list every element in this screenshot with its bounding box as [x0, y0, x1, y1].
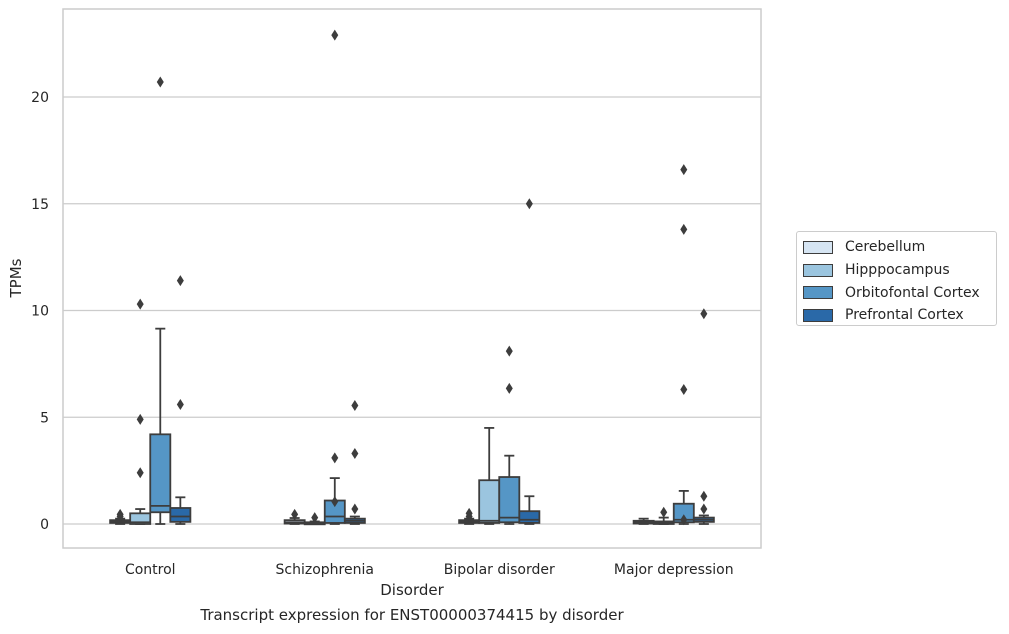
outlier-point [116, 508, 124, 520]
y-tick-label: 10 [31, 304, 49, 320]
legend-label-cerebellum: Cerebellum [845, 239, 926, 256]
box-group [458, 507, 481, 525]
legend-swatch-orbitofrontal-cortex [803, 286, 833, 300]
box-group [692, 308, 715, 525]
outlier-point [700, 308, 708, 320]
outlier-point [176, 398, 184, 410]
x-axis-label: Disorder [380, 581, 444, 599]
box-group [518, 198, 541, 525]
box-group [672, 164, 695, 526]
x-tick-label: Major depression [614, 562, 734, 578]
y-axis-ticks: 0 5 10 15 20 [31, 90, 49, 533]
chart-caption: Transcript expression for ENST0000037441… [200, 606, 624, 624]
outlier-point [136, 413, 144, 425]
box-group [283, 508, 306, 525]
outlier-point [156, 76, 164, 88]
legend-swatch-hippocampus [803, 263, 833, 277]
outlier-point [331, 496, 339, 508]
legend-label-hippocampus: Hipppocampus [845, 262, 950, 279]
box-iqr [478, 479, 501, 524]
outlier-point [136, 298, 144, 310]
outlier-point [505, 382, 513, 394]
y-axis-label: TPMs [7, 258, 25, 298]
y-tick-label: 5 [40, 410, 49, 426]
box-group [652, 506, 675, 525]
box-group [169, 275, 192, 525]
box-group [343, 400, 366, 525]
x-tick-label: Control [125, 562, 176, 578]
outlier-point [331, 452, 339, 464]
outlier-point [176, 275, 184, 287]
outlier-point [291, 508, 299, 520]
boxes [109, 29, 715, 526]
x-tick-label: Schizophrenia [276, 562, 374, 578]
y-tick-label: 0 [40, 517, 49, 533]
legend-swatch-prefrontal-cortex [803, 308, 833, 322]
legend-item-hippocampus: Hipppocampus [803, 259, 996, 282]
outlier-point [680, 223, 688, 235]
outlier-point [351, 448, 359, 460]
legend-item-cerebellum: Cerebellum [803, 236, 996, 259]
box-group [129, 298, 152, 525]
box-iqr [149, 433, 172, 514]
outlier-point [136, 467, 144, 479]
box-group [149, 76, 172, 525]
legend-label-prefrontal-cortex: Prefrontal Cortex [845, 307, 964, 324]
box-group [323, 29, 346, 525]
outlier-point [525, 198, 533, 210]
box-group [478, 427, 501, 525]
box-iqr [169, 507, 192, 523]
outlier-point [660, 506, 668, 518]
y-tick-label: 20 [31, 90, 49, 106]
y-tick-label: 15 [31, 197, 49, 213]
outlier-point [465, 507, 473, 519]
box-iqr [129, 512, 152, 525]
legend-item-prefrontal-cortex: Prefrontal Cortex [803, 304, 996, 327]
outlier-point [331, 29, 339, 41]
box-group [303, 512, 326, 526]
legend-item-orbitofrontal-cortex: Orbitofontal Cortex [803, 281, 996, 304]
outlier-point [505, 345, 513, 357]
outlier-point [311, 512, 319, 524]
outlier-point [351, 400, 359, 412]
x-tick-label: Bipolar disorder [444, 562, 555, 578]
box-group [498, 345, 521, 525]
x-axis-ticks: Control Schizophrenia Bipolar disorder Majo… [125, 562, 734, 578]
outlier-point [680, 383, 688, 395]
outlier-point [700, 490, 708, 502]
outlier-point [680, 164, 688, 176]
legend-label-orbitofrontal-cortex: Orbitofontal Cortex [845, 284, 980, 301]
outlier-point [351, 503, 359, 515]
legend-swatch-cerebellum [803, 240, 833, 254]
legend: Cerebellum Hipppocampus Orbitofontal Cor… [796, 231, 997, 326]
box-iqr [518, 510, 541, 524]
box-iqr [498, 476, 521, 524]
outlier-point [700, 503, 708, 515]
outlier-point [680, 514, 688, 526]
